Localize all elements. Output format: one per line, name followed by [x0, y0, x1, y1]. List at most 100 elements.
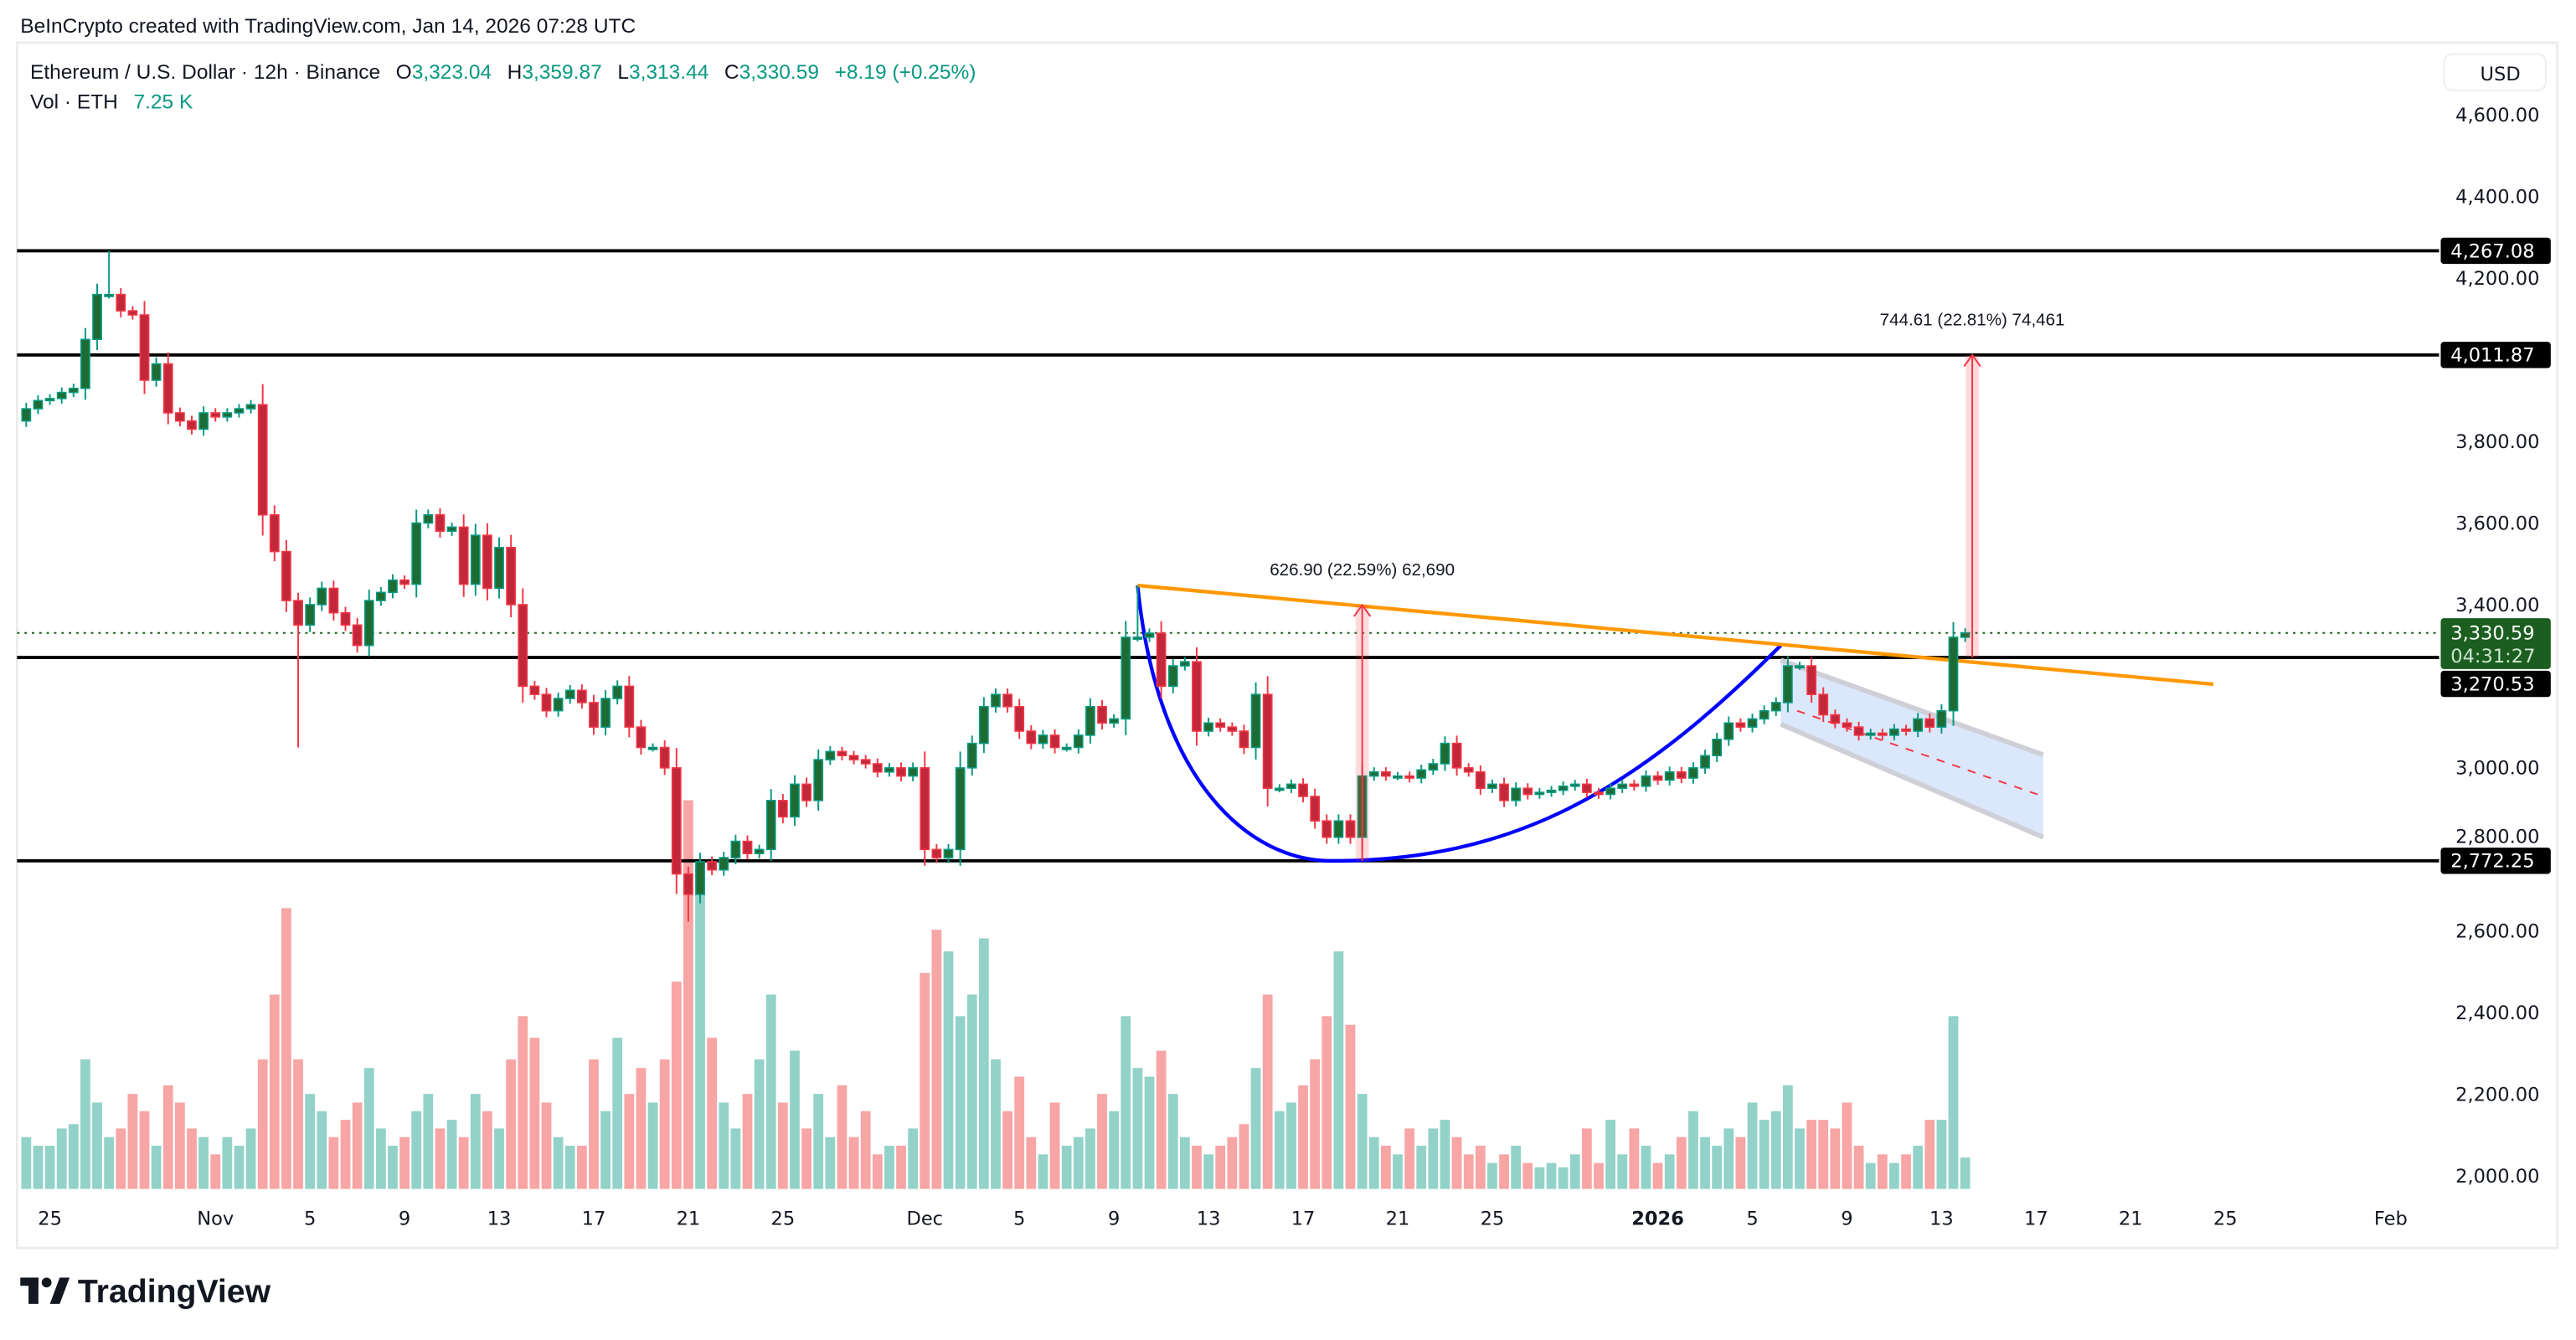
candle-down [1652, 771, 1663, 786]
candle-body [446, 526, 457, 533]
volume-bar [446, 1120, 457, 1189]
volume-bar [1818, 1120, 1829, 1189]
candle-up [612, 680, 623, 705]
candle-body [541, 693, 552, 712]
tradingview-logo[interactable]: TradingView [20, 1274, 271, 1310]
candle-body [56, 391, 67, 399]
candle-up [375, 587, 386, 606]
candle-body [1641, 775, 1651, 787]
candle-body [1865, 732, 1876, 736]
candle-body [1121, 636, 1131, 720]
measurements: 626.90 (22.59%) 62,690 744.61 (22.81%) 74… [1270, 311, 2065, 861]
candle-body [162, 363, 173, 414]
candle-up [1782, 656, 1793, 713]
candle-body [1735, 722, 1746, 728]
candle-up [1511, 782, 1522, 807]
volume-bar [659, 1059, 670, 1189]
candle-body [1770, 702, 1781, 712]
candle-up [305, 597, 316, 632]
candle-body [1948, 636, 1959, 712]
candle-down [777, 794, 788, 824]
last-price-label: 3,330.59 [2450, 623, 2534, 645]
price-range-measure: 626.90 (22.59%) 62,690 [1270, 560, 1455, 861]
price-tick-label: 2,600.00 [2455, 921, 2539, 943]
price-axis[interactable]: USD 4,600.00 4,400.00 4,200.00 3,800.00 3,60… [2440, 53, 2551, 1188]
volume-bar [576, 1146, 587, 1189]
volume-bar [506, 1059, 517, 1189]
candle-body [647, 746, 658, 750]
candle-down [1404, 771, 1414, 783]
candle-body [1451, 742, 1462, 769]
volume-bar [198, 1136, 209, 1189]
volume-bar [44, 1146, 55, 1189]
volume-bar [423, 1094, 434, 1189]
candle-down [1676, 766, 1687, 784]
candle-up [1617, 779, 1628, 793]
candle-body [1416, 769, 1427, 779]
volume-bar [1853, 1146, 1864, 1189]
candle-up [1428, 759, 1439, 776]
level-price-badge [2440, 670, 2551, 698]
volume-bar [1487, 1162, 1497, 1189]
candle-body [127, 310, 138, 316]
horizontal-levels [17, 249, 2439, 863]
candle-up [719, 851, 729, 876]
cup-curve [1136, 585, 1782, 863]
candle-up [317, 581, 327, 611]
volume-label[interactable]: Vol · ETH [30, 90, 118, 113]
volume-bar [411, 1111, 422, 1189]
candle-body [1853, 726, 1864, 736]
price-tick-label: 2,800.00 [2455, 826, 2539, 848]
descending-trendline [1137, 583, 2214, 687]
volume-bar [1747, 1102, 1758, 1189]
candle-body [529, 685, 540, 695]
candle-down [1192, 647, 1202, 746]
volume-bar [908, 1128, 919, 1189]
candle-body [837, 750, 848, 757]
time-tick-label: Feb [2374, 1209, 2408, 1230]
candle-body [92, 293, 102, 341]
candle-up [790, 775, 800, 827]
candle-down [116, 287, 126, 317]
level-price-label: 2,772.25 [2450, 851, 2534, 873]
candle-up [494, 537, 504, 599]
volume-bar [1475, 1146, 1486, 1189]
candle-down [860, 755, 871, 769]
volume-bar [647, 1102, 658, 1189]
volume-bar [1073, 1136, 1084, 1189]
candle-up [1558, 781, 1569, 796]
volume-bar [612, 1038, 623, 1189]
candle-body [1664, 770, 1675, 781]
time-tick-label: 21 [2119, 1209, 2143, 1230]
candle-up [198, 406, 209, 436]
candle-body [1652, 775, 1663, 781]
candle-body [363, 600, 374, 647]
volume-bar [1546, 1162, 1557, 1189]
candle-up [754, 844, 765, 858]
volume-bar [955, 1016, 966, 1189]
volume-bar [1522, 1162, 1533, 1189]
time-axis[interactable]: 25 Nov 5 9 13 17 21 25 Dec 5 9 13 17 21 25 2026 5 9 13 17 21… [38, 1209, 2408, 1230]
volume-bar [1215, 1146, 1226, 1189]
volume-bar [162, 1085, 173, 1189]
candle-down [1581, 779, 1592, 798]
candle-body [1475, 770, 1486, 790]
volume-bar [1451, 1136, 1462, 1189]
candle-body [600, 698, 611, 728]
volume-bar [1192, 1146, 1202, 1189]
price-tick-label: 4,200.00 [2455, 268, 2539, 290]
volume-bar [636, 1068, 647, 1189]
currency-button[interactable] [2443, 53, 2547, 91]
candle-up [1936, 704, 1947, 734]
candle-down [707, 856, 718, 876]
candle-body [765, 800, 776, 851]
time-tick-label: 13 [1929, 1209, 1954, 1230]
volume-bar [222, 1136, 233, 1189]
volume-bar [1310, 1059, 1321, 1189]
symbol-title[interactable]: Ethereum / U.S. Dollar · 12h · Binance [30, 61, 380, 84]
candle-down [1215, 718, 1226, 732]
candle-body [920, 767, 930, 851]
volume-bar [388, 1146, 398, 1189]
candle-up [1889, 724, 1899, 740]
